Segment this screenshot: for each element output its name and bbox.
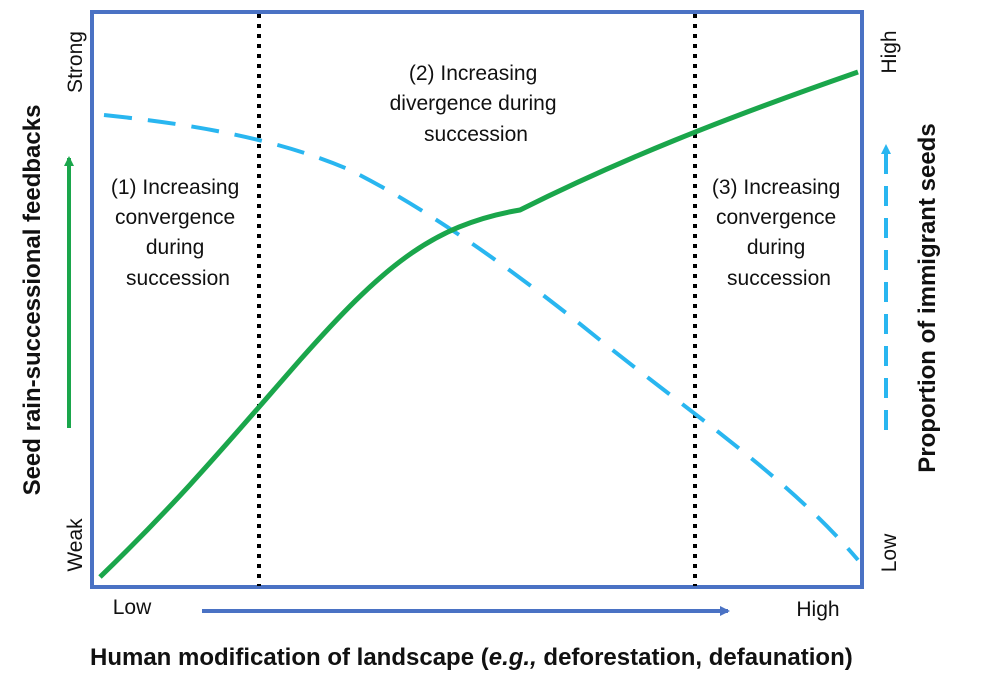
left-axis-weak-label: Weak: [64, 518, 87, 572]
right-axis-high-label: High: [878, 30, 901, 73]
feedback-curve: [98, 69, 859, 579]
x-axis-high-label: High: [796, 598, 839, 621]
region-3-text: (3) Increasing convergence during succes…: [712, 176, 846, 290]
left-axis-title: Seed rain-successional feedbacks: [19, 105, 46, 496]
left-axis-strong-label: Strong: [64, 31, 87, 93]
region-2-text: (2) Increasing divergence during success…: [390, 62, 563, 146]
x-axis-title: Human modification of landscape (e.g., d…: [90, 644, 853, 671]
x-axis-title-eg: e.g.,: [489, 644, 537, 671]
x-axis-title-main: Human modification of landscape (: [90, 644, 489, 671]
right-axis-low-label: Low: [878, 533, 901, 572]
region-1-text: (1) Increasing convergence during succes…: [111, 176, 245, 290]
x-axis-title-rest: deforestation, defaunation): [537, 644, 853, 671]
immigrant-seeds-curve: [103, 113, 860, 562]
right-axis-title: Proportion of immigrant seeds: [914, 123, 941, 472]
plot-frame: [90, 10, 864, 589]
x-axis-low-label: Low: [113, 596, 152, 619]
